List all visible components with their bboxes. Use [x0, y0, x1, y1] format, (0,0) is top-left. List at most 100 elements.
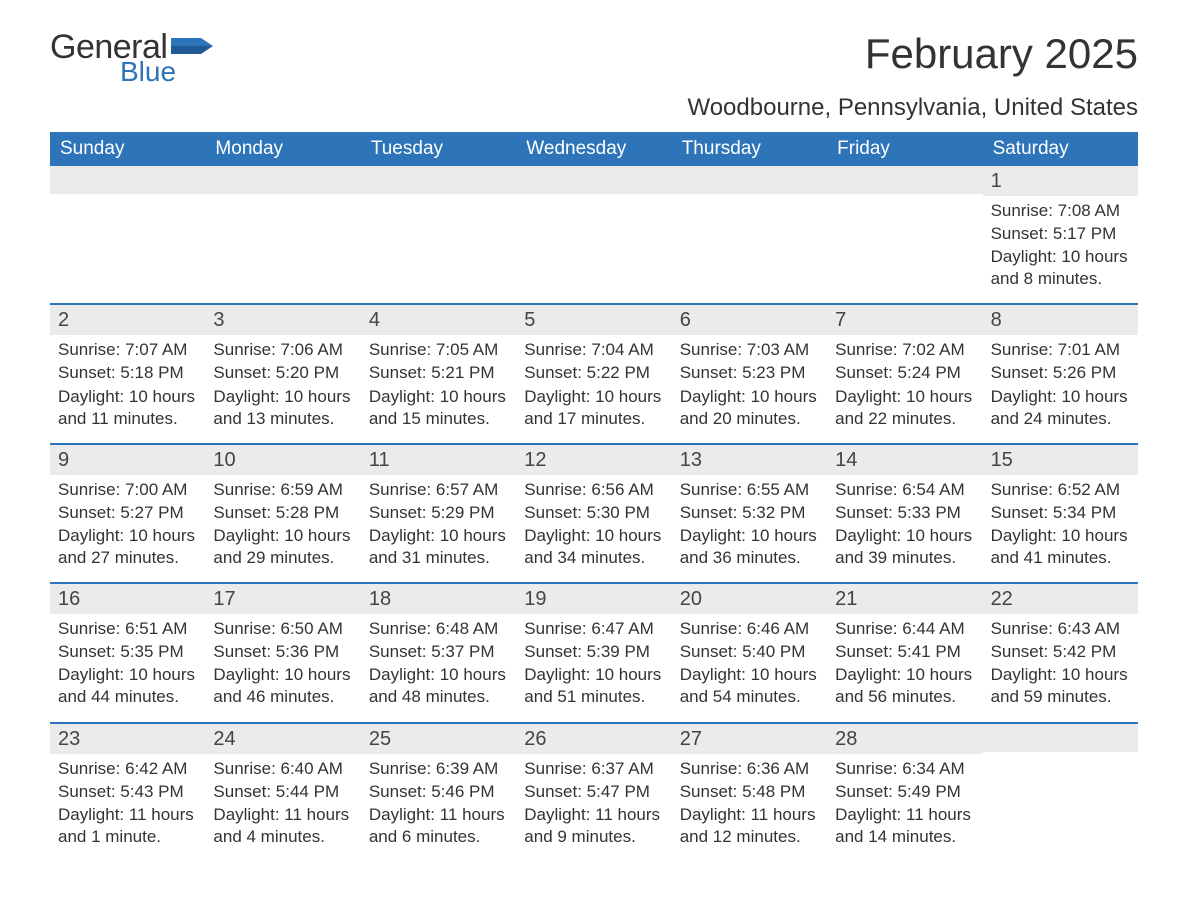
day-details: Sunrise: 7:02 AMSunset: 5:24 PMDaylight:… — [827, 335, 982, 442]
sunset-line: Sunset: 5:43 PM — [58, 781, 197, 803]
calendar-day — [50, 166, 205, 303]
day-number: 25 — [361, 724, 516, 754]
weekday-header: Tuesday — [361, 132, 516, 166]
day-details: Sunrise: 6:42 AMSunset: 5:43 PMDaylight:… — [50, 754, 205, 861]
day-number: 24 — [205, 724, 360, 754]
day-number — [50, 166, 205, 194]
calendar-day: 25Sunrise: 6:39 AMSunset: 5:46 PMDayligh… — [361, 724, 516, 861]
sunset-line: Sunset: 5:28 PM — [213, 502, 352, 524]
day-details: Sunrise: 7:08 AMSunset: 5:17 PMDaylight:… — [983, 196, 1138, 303]
calendar-day: 6Sunrise: 7:03 AMSunset: 5:23 PMDaylight… — [672, 305, 827, 442]
logo-word2: Blue — [120, 58, 176, 86]
sunset-line: Sunset: 5:48 PM — [680, 781, 819, 803]
day-details: Sunrise: 6:34 AMSunset: 5:49 PMDaylight:… — [827, 754, 982, 861]
day-details: Sunrise: 6:44 AMSunset: 5:41 PMDaylight:… — [827, 614, 982, 721]
day-details: Sunrise: 6:36 AMSunset: 5:48 PMDaylight:… — [672, 754, 827, 861]
sunrise-line: Sunrise: 7:00 AM — [58, 479, 197, 501]
day-details: Sunrise: 6:43 AMSunset: 5:42 PMDaylight:… — [983, 614, 1138, 721]
day-number: 26 — [516, 724, 671, 754]
day-details: Sunrise: 6:54 AMSunset: 5:33 PMDaylight:… — [827, 475, 982, 582]
sunset-line: Sunset: 5:26 PM — [991, 362, 1130, 384]
day-number: 9 — [50, 445, 205, 475]
day-number: 13 — [672, 445, 827, 475]
sunset-line: Sunset: 5:23 PM — [680, 362, 819, 384]
calendar-week: 16Sunrise: 6:51 AMSunset: 5:35 PMDayligh… — [50, 582, 1138, 721]
weekday-header-row: SundayMondayTuesdayWednesdayThursdayFrid… — [50, 132, 1138, 166]
sunrise-line: Sunrise: 7:07 AM — [58, 339, 197, 361]
weekday-header: Friday — [827, 132, 982, 166]
daylight-line: Daylight: 11 hours and 4 minutes. — [213, 804, 352, 848]
daylight-line: Daylight: 10 hours and 24 minutes. — [991, 386, 1130, 430]
day-details: Sunrise: 7:03 AMSunset: 5:23 PMDaylight:… — [672, 335, 827, 442]
weekday-header: Wednesday — [516, 132, 671, 166]
weekday-header: Saturday — [983, 132, 1138, 166]
sunrise-line: Sunrise: 6:59 AM — [213, 479, 352, 501]
sunrise-line: Sunrise: 6:37 AM — [524, 758, 663, 780]
calendar-day: 20Sunrise: 6:46 AMSunset: 5:40 PMDayligh… — [672, 584, 827, 721]
daylight-line: Daylight: 10 hours and 56 minutes. — [835, 664, 974, 708]
sunset-line: Sunset: 5:34 PM — [991, 502, 1130, 524]
day-number: 28 — [827, 724, 982, 754]
day-details: Sunrise: 6:40 AMSunset: 5:44 PMDaylight:… — [205, 754, 360, 861]
sunrise-line: Sunrise: 6:36 AM — [680, 758, 819, 780]
calendar-day: 2Sunrise: 7:07 AMSunset: 5:18 PMDaylight… — [50, 305, 205, 442]
calendar-day: 23Sunrise: 6:42 AMSunset: 5:43 PMDayligh… — [50, 724, 205, 861]
sunset-line: Sunset: 5:20 PM — [213, 362, 352, 384]
sunset-line: Sunset: 5:33 PM — [835, 502, 974, 524]
daylight-line: Daylight: 11 hours and 9 minutes. — [524, 804, 663, 848]
sunset-line: Sunset: 5:39 PM — [524, 641, 663, 663]
calendar-day: 16Sunrise: 6:51 AMSunset: 5:35 PMDayligh… — [50, 584, 205, 721]
day-number — [672, 166, 827, 194]
calendar-week: 1Sunrise: 7:08 AMSunset: 5:17 PMDaylight… — [50, 166, 1138, 303]
day-number — [516, 166, 671, 194]
day-number: 1 — [983, 166, 1138, 196]
day-number: 11 — [361, 445, 516, 475]
day-details: Sunrise: 6:52 AMSunset: 5:34 PMDaylight:… — [983, 475, 1138, 582]
calendar-day: 24Sunrise: 6:40 AMSunset: 5:44 PMDayligh… — [205, 724, 360, 861]
calendar-day: 12Sunrise: 6:56 AMSunset: 5:30 PMDayligh… — [516, 445, 671, 582]
day-number: 10 — [205, 445, 360, 475]
sunrise-line: Sunrise: 7:03 AM — [680, 339, 819, 361]
sunrise-line: Sunrise: 6:51 AM — [58, 618, 197, 640]
sunset-line: Sunset: 5:21 PM — [369, 362, 508, 384]
calendar-day: 7Sunrise: 7:02 AMSunset: 5:24 PMDaylight… — [827, 305, 982, 442]
sunset-line: Sunset: 5:29 PM — [369, 502, 508, 524]
calendar-day: 15Sunrise: 6:52 AMSunset: 5:34 PMDayligh… — [983, 445, 1138, 582]
location-subtitle: Woodbourne, Pennsylvania, United States — [50, 94, 1138, 122]
sunrise-line: Sunrise: 6:48 AM — [369, 618, 508, 640]
daylight-line: Daylight: 11 hours and 14 minutes. — [835, 804, 974, 848]
day-number: 3 — [205, 305, 360, 335]
calendar-day: 28Sunrise: 6:34 AMSunset: 5:49 PMDayligh… — [827, 724, 982, 861]
daylight-line: Daylight: 10 hours and 36 minutes. — [680, 525, 819, 569]
daylight-line: Daylight: 10 hours and 11 minutes. — [58, 386, 197, 430]
sunrise-line: Sunrise: 6:40 AM — [213, 758, 352, 780]
calendar-day: 27Sunrise: 6:36 AMSunset: 5:48 PMDayligh… — [672, 724, 827, 861]
sunset-line: Sunset: 5:42 PM — [991, 641, 1130, 663]
day-number: 15 — [983, 445, 1138, 475]
daylight-line: Daylight: 10 hours and 29 minutes. — [213, 525, 352, 569]
daylight-line: Daylight: 10 hours and 17 minutes. — [524, 386, 663, 430]
daylight-line: Daylight: 10 hours and 51 minutes. — [524, 664, 663, 708]
header: General Blue February 2025 — [50, 30, 1138, 86]
calendar-day: 17Sunrise: 6:50 AMSunset: 5:36 PMDayligh… — [205, 584, 360, 721]
day-details: Sunrise: 6:39 AMSunset: 5:46 PMDaylight:… — [361, 754, 516, 861]
sunrise-line: Sunrise: 6:34 AM — [835, 758, 974, 780]
daylight-line: Daylight: 11 hours and 6 minutes. — [369, 804, 508, 848]
day-details: Sunrise: 6:59 AMSunset: 5:28 PMDaylight:… — [205, 475, 360, 582]
day-number: 14 — [827, 445, 982, 475]
sunrise-line: Sunrise: 6:47 AM — [524, 618, 663, 640]
day-details: Sunrise: 6:55 AMSunset: 5:32 PMDaylight:… — [672, 475, 827, 582]
day-details: Sunrise: 7:06 AMSunset: 5:20 PMDaylight:… — [205, 335, 360, 442]
day-number: 2 — [50, 305, 205, 335]
calendar-day: 10Sunrise: 6:59 AMSunset: 5:28 PMDayligh… — [205, 445, 360, 582]
calendar-day: 5Sunrise: 7:04 AMSunset: 5:22 PMDaylight… — [516, 305, 671, 442]
calendar-day — [672, 166, 827, 303]
day-number: 18 — [361, 584, 516, 614]
sunset-line: Sunset: 5:44 PM — [213, 781, 352, 803]
calendar-day: 1Sunrise: 7:08 AMSunset: 5:17 PMDaylight… — [983, 166, 1138, 303]
day-details: Sunrise: 7:07 AMSunset: 5:18 PMDaylight:… — [50, 335, 205, 442]
daylight-line: Daylight: 10 hours and 20 minutes. — [680, 386, 819, 430]
sunset-line: Sunset: 5:17 PM — [991, 223, 1130, 245]
day-number: 6 — [672, 305, 827, 335]
sunrise-line: Sunrise: 7:01 AM — [991, 339, 1130, 361]
